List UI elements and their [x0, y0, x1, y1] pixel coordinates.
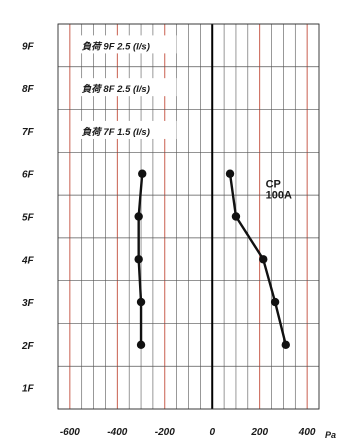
series-1	[225, 169, 290, 350]
data-point	[231, 212, 241, 221]
floor-label-2f: 2F	[21, 341, 35, 352]
data-point	[136, 297, 146, 307]
x-unit-label: Pa	[325, 430, 336, 440]
data-point	[270, 297, 280, 307]
data-point	[136, 340, 146, 350]
load-label-bg	[75, 78, 177, 97]
x-tick-label: 0	[209, 427, 215, 438]
data-point	[134, 212, 143, 221]
series-0	[134, 169, 147, 350]
load-label: 負荷 7F 1.5 (l/s)	[82, 126, 150, 138]
floor-label-3f: 3F	[22, 298, 35, 309]
series-label: CP	[266, 179, 281, 191]
series-label: 100A	[266, 190, 292, 202]
x-tick-label: -400	[107, 427, 127, 438]
x-tick-label: -600	[60, 427, 80, 438]
floor-label-8f: 8F	[22, 84, 35, 95]
x-tick-label: -200	[155, 427, 175, 438]
x-tick-label: 400	[298, 427, 316, 438]
data-point	[134, 255, 143, 264]
plot-border	[57, 23, 320, 410]
floor-label-5f: 5F	[22, 213, 35, 224]
floor-label-1f: 1F	[22, 384, 35, 395]
floor-label-9f: 9F	[22, 41, 35, 52]
data-point	[225, 169, 235, 178]
floor-label-7f: 7F	[22, 127, 35, 138]
floor-label-6f: 6F	[22, 170, 35, 181]
data-point	[281, 340, 290, 350]
load-label: 負荷 9F 2.5 (l/s)	[82, 40, 150, 52]
load-label: 負荷 8F 2.5 (l/s)	[82, 83, 150, 95]
floor-label-4f: 4F	[21, 255, 35, 266]
data-point	[259, 255, 268, 264]
load-label-bg	[75, 120, 177, 139]
load-label-bg	[75, 35, 177, 54]
data-point	[138, 169, 147, 178]
x-tick-label: 200	[250, 427, 268, 438]
